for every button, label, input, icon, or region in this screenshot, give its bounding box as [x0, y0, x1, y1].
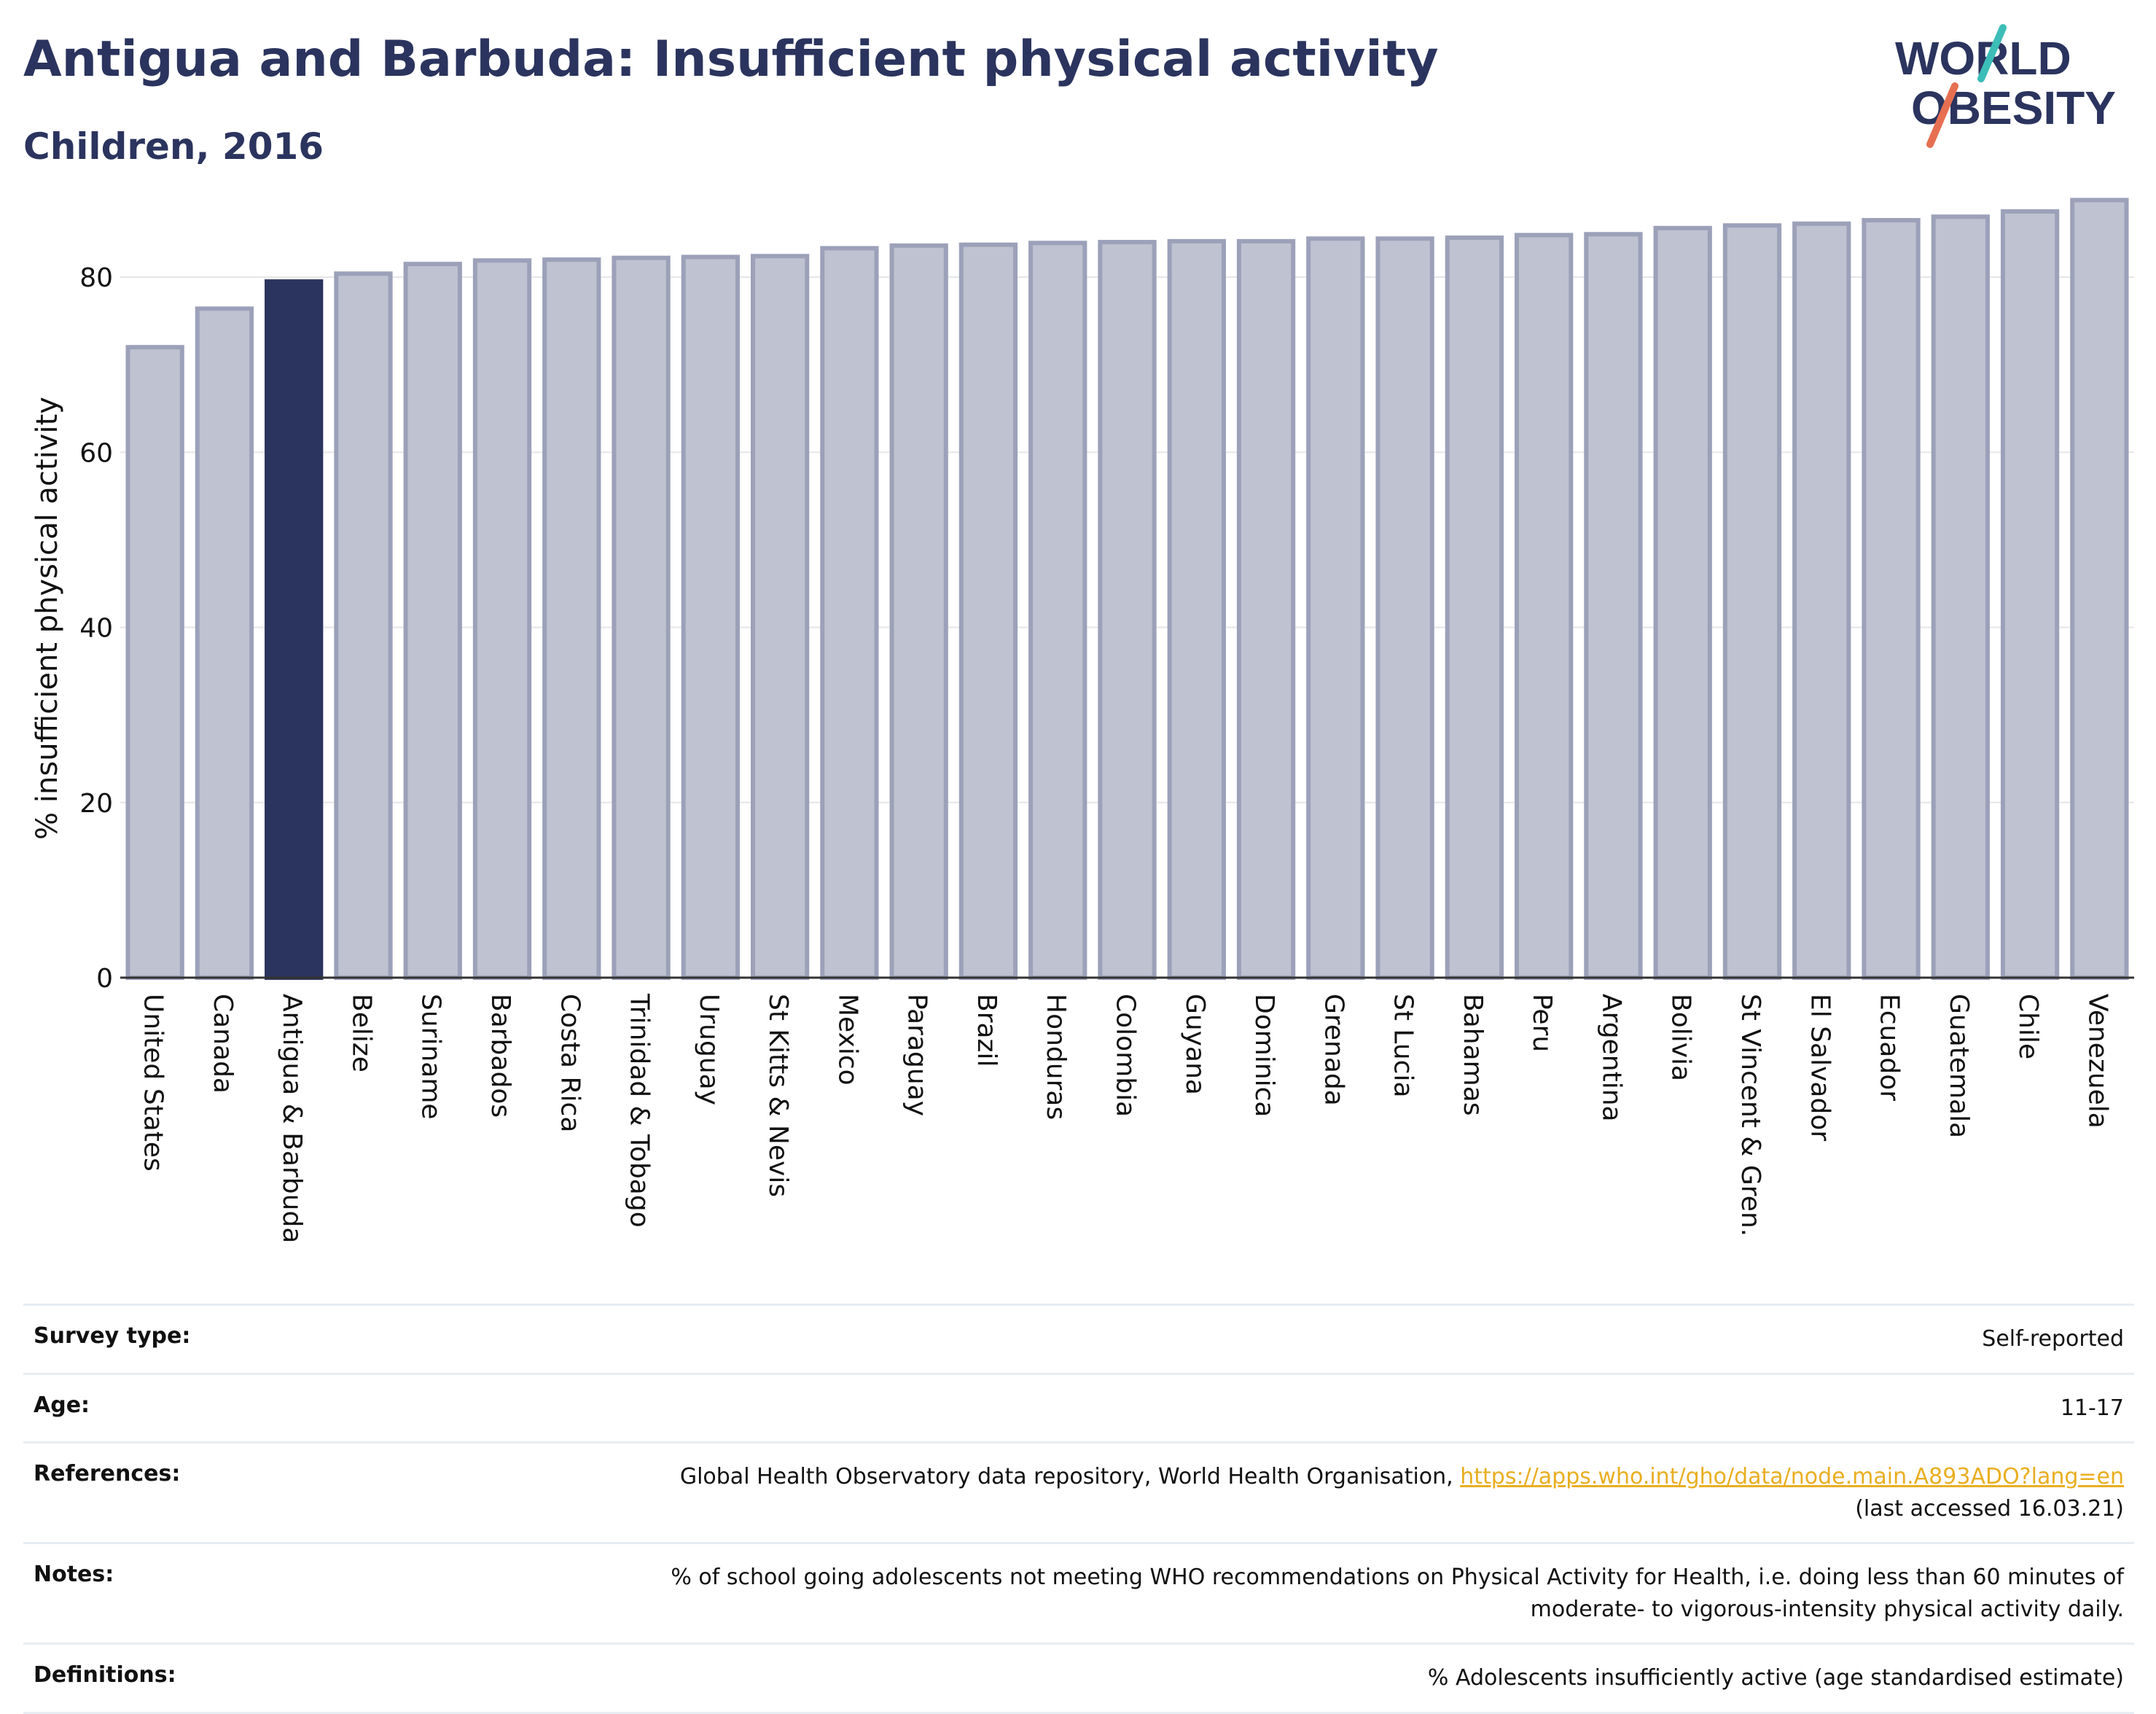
- x-tick-label: Uruguay: [694, 994, 724, 1105]
- bar-dominica: [1236, 238, 1296, 981]
- x-tick-label: Honduras: [1041, 994, 1071, 1120]
- x-tick-label: Bolivia: [1666, 994, 1696, 1081]
- info-label: Age:: [34, 1392, 90, 1418]
- x-tick-label: St Lucia: [1388, 994, 1418, 1098]
- x-tick-label: Brazil: [972, 994, 1001, 1067]
- info-value-text: Global Health Observatory data repositor…: [679, 1464, 1453, 1489]
- info-value-text: 11-17: [2060, 1395, 2124, 1421]
- logo-stripe-teal: [1977, 24, 2007, 82]
- info-value: Global Health Observatory data repositor…: [680, 1461, 2124, 1524]
- bar-costa-rica: [542, 257, 601, 981]
- bar-chile: [2000, 209, 2060, 980]
- y-tick-label: 20: [79, 789, 113, 819]
- info-value-text: % Adolescents insufficiently active (age…: [1427, 1665, 2124, 1691]
- info-row: Definitions: % Adolescents insufficiently…: [23, 1643, 2134, 1714]
- bar-mexico: [820, 246, 879, 981]
- info-value-text: % of school going adolescents not meetin…: [671, 1565, 2124, 1590]
- bar-bahamas: [1445, 235, 1504, 980]
- bar-chart: 0 20 40 60 80 United States Canada Antigua & B…: [31, 198, 2134, 1243]
- x-tick-label: Barbados: [485, 994, 515, 1118]
- x-tick-label: Guatemala: [1944, 994, 1974, 1138]
- x-tick-label: St Kitts & Nevis: [763, 994, 793, 1197]
- x-tick-label: St Vincent & Gren.: [1735, 994, 1765, 1236]
- x-tick-label: Venezuela: [2082, 994, 2112, 1129]
- info-table: Survey type: Self-reported Age: 11-17 Refere…: [23, 1304, 2134, 1714]
- bar-venezuela: [2070, 198, 2129, 980]
- x-tick-label: Ecuador: [1875, 994, 1905, 1101]
- bar-uruguay: [681, 254, 741, 981]
- info-row: Notes: % of school going adolescents not …: [23, 1542, 2134, 1643]
- bar-suriname: [403, 262, 462, 981]
- x-tick-label: Guyana: [1180, 994, 1210, 1095]
- bar-paraguay: [889, 243, 948, 981]
- bar-united-states: [125, 345, 184, 980]
- x-tick-label: Bahamas: [1458, 994, 1488, 1116]
- info-value-text-2: moderate- to vigorous-intensity physical…: [1530, 1596, 2124, 1622]
- x-tick-label: Chile: [2013, 994, 2043, 1059]
- info-label: Notes:: [34, 1562, 114, 1587]
- chart-subtitle: Children, 2016: [23, 125, 324, 168]
- bar-guyana: [1167, 238, 1226, 981]
- x-tick-label: Mexico: [832, 994, 862, 1086]
- x-tick-label: Belize: [346, 994, 376, 1072]
- bar-peru: [1514, 233, 1574, 980]
- x-tick-label: Dominica: [1249, 994, 1279, 1118]
- bar-barbados: [472, 258, 532, 981]
- x-tick-label: Suriname: [416, 994, 446, 1120]
- info-value: % Adolescents insufficiently active (age…: [1428, 1662, 2124, 1694]
- info-row: References: Global Health Observatory dat…: [23, 1441, 2134, 1542]
- bar-colombia: [1098, 240, 1157, 981]
- x-tick-label: Colombia: [1111, 994, 1141, 1117]
- bar-canada: [195, 306, 254, 980]
- chart-title: Antigua and Barbuda: Insufficient physic…: [23, 31, 1439, 88]
- x-tick-label: Costa Rica: [555, 994, 585, 1132]
- bar-guatemala: [1931, 214, 1990, 980]
- info-row: Survey type: Self-reported: [23, 1304, 2134, 1373]
- x-tick-label: Canada: [208, 994, 238, 1094]
- bars: [125, 198, 2129, 981]
- info-value: % of school going adolescents not meetin…: [671, 1562, 2124, 1625]
- world-obesity-logo: WORLD OBESITY: [1895, 24, 2116, 148]
- x-tick-label: Peru: [1527, 994, 1557, 1052]
- bar-belize: [334, 271, 393, 981]
- bar-st-kitts-nevis: [750, 254, 810, 981]
- bar-grenada: [1306, 236, 1365, 980]
- y-tick-label: 40: [79, 614, 113, 644]
- info-label: Survey type:: [34, 1323, 191, 1349]
- bar-st-vincent-gren-: [1722, 223, 1782, 980]
- info-value-text-2: (last accessed 16.03.21): [1855, 1495, 2124, 1522]
- info-value: Self-reported: [1982, 1323, 2124, 1355]
- x-tick-label: Argentina: [1596, 994, 1626, 1122]
- y-tick-labels: 0 20 40 60 80: [79, 263, 113, 994]
- x-tick-label: Grenada: [1319, 994, 1348, 1106]
- x-tick-label: Antigua & Barbuda: [277, 994, 307, 1243]
- reference-link[interactable]: https://apps.who.int/gho/data/node.main.…: [1460, 1464, 2124, 1489]
- info-label: References:: [34, 1461, 181, 1487]
- bar-trinidad-tobago: [612, 255, 671, 981]
- x-tick-label: Trinidad & Tobago: [625, 993, 655, 1228]
- x-tick-label: United States: [138, 994, 168, 1172]
- y-tick-label: 60: [79, 438, 113, 468]
- info-label: Definitions:: [34, 1662, 176, 1688]
- bar-bolivia: [1653, 225, 1712, 980]
- bar-el-salvador: [1792, 221, 1851, 980]
- bar-argentina: [1584, 232, 1643, 980]
- x-tick-label: Paraguay: [902, 994, 932, 1116]
- y-tick-label: 80: [79, 263, 113, 293]
- logo-stripe-coral: [1926, 82, 1958, 148]
- x-tick-labels: United States Canada Antigua & Barbuda Beli…: [138, 993, 2113, 1243]
- bar-ecuador: [1862, 218, 1921, 980]
- bar-st-lucia: [1375, 236, 1434, 980]
- bar-brazil: [958, 242, 1018, 981]
- info-row: Age: 11-17: [23, 1372, 2134, 1442]
- bar-honduras: [1028, 241, 1087, 981]
- info-value-text: Self-reported: [1982, 1326, 2124, 1352]
- info-value: 11-17: [2061, 1392, 2124, 1425]
- y-axis-label: % insufficient physical activity: [31, 397, 64, 840]
- y-tick-label: 0: [96, 964, 113, 994]
- x-tick-label: El Salvador: [1805, 994, 1835, 1141]
- bar-antigua-barbuda: [265, 279, 324, 981]
